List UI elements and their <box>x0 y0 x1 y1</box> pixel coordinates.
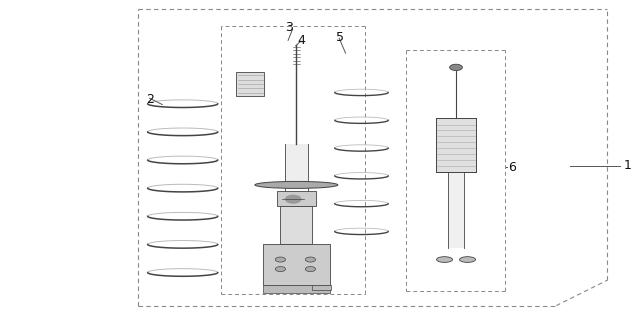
Bar <box>236 72 264 96</box>
Circle shape <box>285 196 301 203</box>
Circle shape <box>305 257 316 262</box>
Bar <box>449 172 464 249</box>
Circle shape <box>305 267 316 271</box>
Text: 1: 1 <box>623 160 631 172</box>
Ellipse shape <box>255 182 338 189</box>
Ellipse shape <box>460 257 476 263</box>
Ellipse shape <box>436 257 452 263</box>
Text: 3: 3 <box>285 21 292 34</box>
Circle shape <box>275 257 285 262</box>
Circle shape <box>450 64 463 70</box>
Bar <box>280 205 312 244</box>
Circle shape <box>275 267 285 271</box>
Text: 2: 2 <box>147 93 154 106</box>
Text: 5: 5 <box>336 31 344 44</box>
Bar <box>263 285 330 293</box>
Text: 4: 4 <box>298 34 305 47</box>
Bar <box>312 285 332 290</box>
Bar <box>436 118 476 172</box>
Bar <box>263 244 330 285</box>
Text: 6: 6 <box>508 161 516 174</box>
Bar <box>277 191 316 205</box>
Bar <box>285 144 308 183</box>
